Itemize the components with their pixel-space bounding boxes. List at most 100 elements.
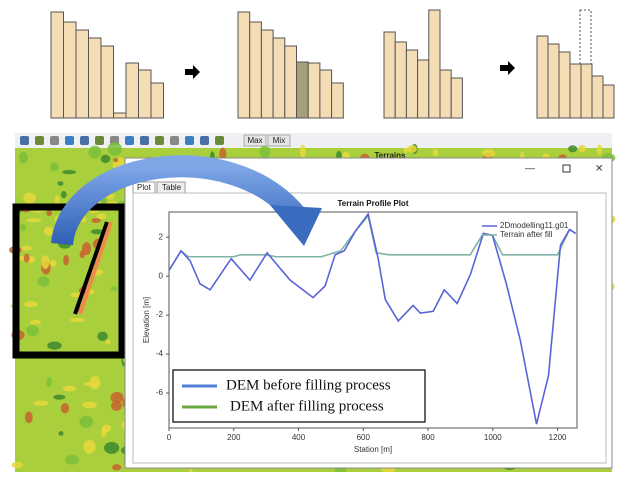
legend-label: 2Dmodelling11.g01 — [500, 221, 569, 230]
y-axis-label: Elevation [m] — [142, 297, 151, 343]
terrain-patch — [61, 191, 67, 198]
diagram-bar — [285, 46, 297, 118]
diagram-bar — [64, 22, 77, 118]
y-tick-label: 2 — [159, 232, 164, 241]
tool-icon — [140, 136, 149, 145]
diagram-bar — [418, 60, 429, 118]
terrain-patch — [568, 145, 577, 152]
y-tick-label: -6 — [156, 388, 164, 397]
chart-title: Terrain Profile Plot — [338, 199, 409, 208]
diagram-bar — [89, 38, 102, 118]
terrain-patch — [26, 325, 38, 336]
terrain-patch — [33, 401, 49, 406]
terrain-patch — [111, 286, 118, 291]
terrain-patch — [37, 276, 49, 286]
diagram-bar — [429, 10, 440, 118]
x-tick-label: 0 — [167, 433, 172, 442]
terrain-patch — [70, 318, 85, 322]
diagram-bar — [451, 78, 462, 118]
x-tick-label: 1200 — [549, 433, 567, 442]
tool-icon — [185, 136, 194, 145]
terrain-patch — [104, 442, 119, 454]
terrain-patch — [23, 193, 35, 204]
x-tick-label: 200 — [227, 433, 241, 442]
close-icon[interactable]: ✕ — [595, 164, 603, 175]
step-arrow — [185, 65, 200, 79]
table-tab-label: Table — [162, 183, 182, 192]
diagram-bar — [51, 12, 64, 118]
terrain-patch — [101, 155, 111, 164]
terrain-patch — [96, 214, 106, 219]
terrain-patch — [24, 254, 30, 263]
terrain-patch — [578, 145, 586, 152]
figure: Max Mix Terrains RASMapper Plot — ✕ Plot… — [0, 0, 624, 472]
terrain-patch — [597, 144, 602, 154]
terrain-patch — [407, 145, 417, 153]
terrain-patch — [89, 376, 100, 390]
diagram-bar — [308, 63, 320, 118]
x-tick-label: 400 — [292, 433, 306, 442]
diagram-bar — [273, 38, 285, 118]
terrain-patch — [108, 142, 122, 156]
terrain-patch — [79, 416, 93, 428]
x-tick-label: 600 — [357, 433, 371, 442]
terrain-patch — [47, 341, 61, 349]
diagram-bar — [76, 30, 89, 118]
terrain-patch — [113, 158, 118, 162]
terrain-patch — [41, 255, 49, 269]
terrain-patch — [62, 170, 76, 174]
sink-fill-diagrams — [51, 10, 614, 118]
tool-icon — [215, 136, 224, 145]
diagram-bar — [261, 30, 273, 118]
terrain-patch — [59, 431, 64, 436]
terrain-patch — [259, 146, 270, 158]
terrain-patch — [82, 242, 91, 255]
diagram-bar — [332, 83, 344, 118]
annotation-label: DEM before filling process — [226, 377, 391, 393]
terrain-patch — [20, 224, 25, 231]
x-axis-label: Station [m] — [354, 445, 392, 454]
terrain-patch — [101, 428, 106, 438]
diagram-bar — [570, 64, 581, 118]
terrain-patch — [63, 255, 69, 266]
terrain-patch — [112, 464, 121, 470]
terrain-patch — [300, 145, 306, 157]
terrain-patch — [24, 301, 38, 307]
y-tick-label: 0 — [159, 271, 164, 280]
terrain-patch — [46, 210, 52, 216]
terrain-patch — [65, 455, 79, 465]
tool-icon — [200, 136, 209, 145]
diagram-bar — [592, 76, 603, 118]
tool-icon — [125, 136, 134, 145]
removed-cell — [580, 10, 591, 64]
tool-icon — [35, 136, 44, 145]
terrain-patch — [19, 152, 28, 164]
terrain-patch — [30, 320, 41, 325]
terrain-patch — [63, 386, 76, 392]
tool-icon — [20, 136, 29, 145]
minimize-icon[interactable]: — — [525, 164, 535, 175]
terrain-patch — [82, 402, 97, 409]
terrain-patch — [83, 440, 96, 454]
terrain-patch — [25, 411, 33, 423]
terrain-patch — [97, 332, 107, 341]
toolbar — [15, 133, 612, 148]
diagram-bar — [559, 52, 570, 118]
diagram-bar — [581, 64, 592, 118]
diagram-bar — [238, 12, 250, 118]
legend-label: Terrain after fill — [500, 230, 553, 239]
terrain-patch — [88, 146, 101, 159]
tool-icon — [155, 136, 164, 145]
diagram-bar — [440, 70, 451, 118]
terrain-patch — [53, 395, 65, 400]
tool-icon — [65, 136, 74, 145]
terrain-patch — [91, 218, 100, 223]
diagram-bar — [151, 83, 164, 118]
terrain-patch — [50, 162, 58, 171]
diagram-bar — [250, 22, 262, 118]
terrain-patch — [46, 377, 51, 387]
diagram-bar — [537, 36, 548, 118]
diagram-bar — [320, 70, 332, 118]
plot-tab-label: Plot — [137, 183, 152, 192]
terrain-patch — [105, 340, 110, 345]
